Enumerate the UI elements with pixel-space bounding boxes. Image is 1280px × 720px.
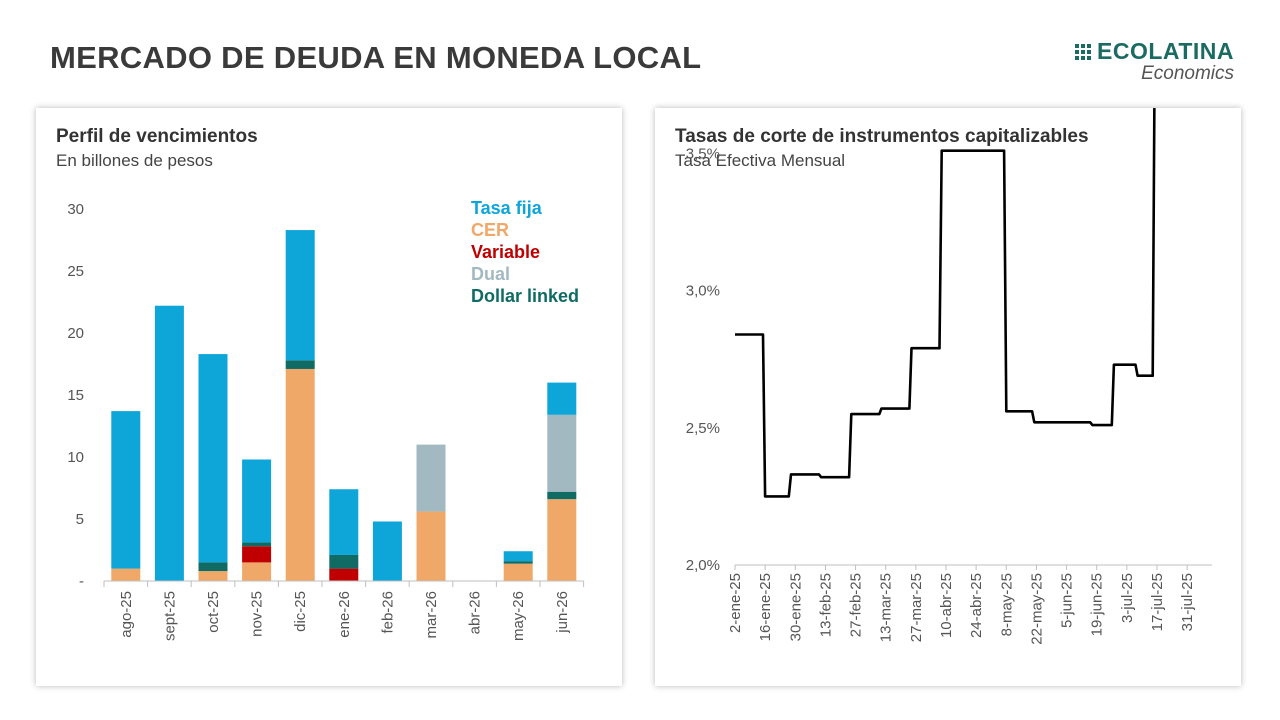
bar-segment — [372, 521, 402, 581]
bar-segment — [329, 568, 359, 581]
x-tick-label: dic-25 — [292, 591, 309, 632]
x-tick-label: 16-ene-25 — [757, 573, 774, 641]
logo-tagline: Economics — [1141, 63, 1234, 84]
y-tick-label: 10 — [67, 449, 84, 466]
bar-segment — [503, 563, 533, 581]
x-tick-label: 2-ene-25 — [727, 573, 744, 633]
x-tick-label: 27-feb-25 — [848, 573, 865, 637]
x-tick-label: abr-26 — [467, 591, 484, 634]
legend-item: Tasa fija — [471, 198, 543, 218]
x-tick-label: 22-may-25 — [1028, 573, 1045, 645]
x-tick-label: nov-25 — [249, 591, 266, 637]
x-tick-label: mar-26 — [423, 591, 440, 639]
x-tick-label: 8-may-25 — [998, 573, 1015, 636]
cut-rate-line-chart: 2,0%2,5%3,0%3,5%4,0%4,5%2-ene-2516-ene-2… — [686, 108, 1212, 645]
y-tick-label: 20 — [67, 325, 84, 342]
bar-segment — [154, 305, 184, 581]
x-tick-label: 5-jun-25 — [1059, 573, 1076, 628]
bar-chart-title: Perfil de vencimientos — [56, 126, 258, 147]
x-tick-label: feb-26 — [379, 591, 396, 634]
legend-item: Variable — [471, 242, 540, 262]
line-chart-title: Tasas de corte de instrumentos capitaliz… — [675, 126, 1089, 147]
x-tick-label: oct-25 — [205, 591, 222, 633]
y-tick-label: 2,0% — [686, 557, 720, 574]
x-tick-label: 13-feb-25 — [817, 573, 834, 637]
bar-segment — [329, 489, 359, 555]
x-tick-label: 13-mar-25 — [878, 573, 895, 642]
legend-item: CER — [471, 220, 509, 240]
x-tick-label: 17-jul-25 — [1149, 573, 1166, 631]
legend-item: Dual — [471, 264, 510, 284]
logo-grid-icon — [1075, 43, 1092, 60]
x-tick-label: 3-jul-25 — [1119, 573, 1136, 623]
line-chart-subtitle: Tasa Efectiva Mensual — [675, 151, 846, 170]
x-tick-label: 30-ene-25 — [787, 573, 804, 641]
bar-segment — [111, 568, 141, 581]
bar-segment — [285, 230, 315, 361]
bar-segment — [242, 459, 272, 543]
y-tick-label: 25 — [67, 263, 84, 280]
bar-segment — [547, 499, 577, 581]
x-tick-label: jun-26 — [554, 591, 571, 634]
bar-chart-subtitle: En billones de pesos — [56, 151, 213, 170]
x-tick-label: 27-mar-25 — [908, 573, 925, 642]
bar-segment — [242, 542, 272, 547]
ecolatina-logo: ECOLATINA Economics — [1075, 38, 1234, 85]
bar-segment — [547, 491, 577, 500]
bar-segment — [503, 551, 533, 562]
bar-segment — [329, 554, 359, 569]
logo-wordmark: ECOLATINA — [1097, 38, 1234, 64]
bar-segment — [285, 368, 315, 581]
bar-segment — [242, 562, 272, 581]
maturity-bar-chart: - 5 10 15 20 25 30 ago-25 sept-25 oct-25 nov-25 dic… — [67, 198, 585, 641]
x-tick-label: may-26 — [510, 591, 527, 641]
y-tick-label: 30 — [67, 201, 84, 218]
y-tick-label: 3,5% — [686, 145, 720, 162]
legend-item: Dollar linked — [471, 286, 579, 306]
cut-rates-panel: Tasas de corte de instrumentos capitaliz… — [655, 108, 1241, 686]
maturity-profile-panel: Perfil de vencimientos En billones de pe… — [36, 108, 622, 686]
bar-segment — [285, 360, 315, 369]
bar-segment — [547, 382, 577, 415]
x-tick-label: ene-26 — [336, 591, 353, 638]
y-tick-label: - — [79, 573, 84, 590]
x-tick-label: 24-abr-25 — [968, 573, 985, 638]
bar-segment — [547, 414, 577, 492]
y-tick-label: 5 — [76, 511, 84, 528]
y-tick-label: 2,5% — [686, 420, 720, 437]
page-title: MERCADO DE DEUDA EN MONEDA LOCAL — [50, 40, 702, 75]
y-tick-label: 3,0% — [686, 283, 720, 300]
x-tick-label: ago-25 — [118, 591, 135, 638]
bar-segment — [198, 354, 228, 563]
bar-segment — [242, 546, 272, 563]
bar-segment — [111, 411, 141, 569]
x-tick-label: 31-jul-25 — [1179, 573, 1196, 631]
bar-segment — [416, 444, 446, 512]
x-tick-label: 19-jun-25 — [1089, 573, 1106, 636]
bar-segment — [198, 571, 228, 581]
bar-segment — [416, 511, 446, 581]
x-tick-label: 10-abr-25 — [938, 573, 955, 638]
rate-series-line — [735, 108, 1156, 498]
bar-segment — [198, 562, 228, 572]
bar-segment — [503, 561, 533, 564]
x-tick-label: sept-25 — [161, 591, 178, 641]
y-tick-label: 15 — [67, 387, 84, 404]
